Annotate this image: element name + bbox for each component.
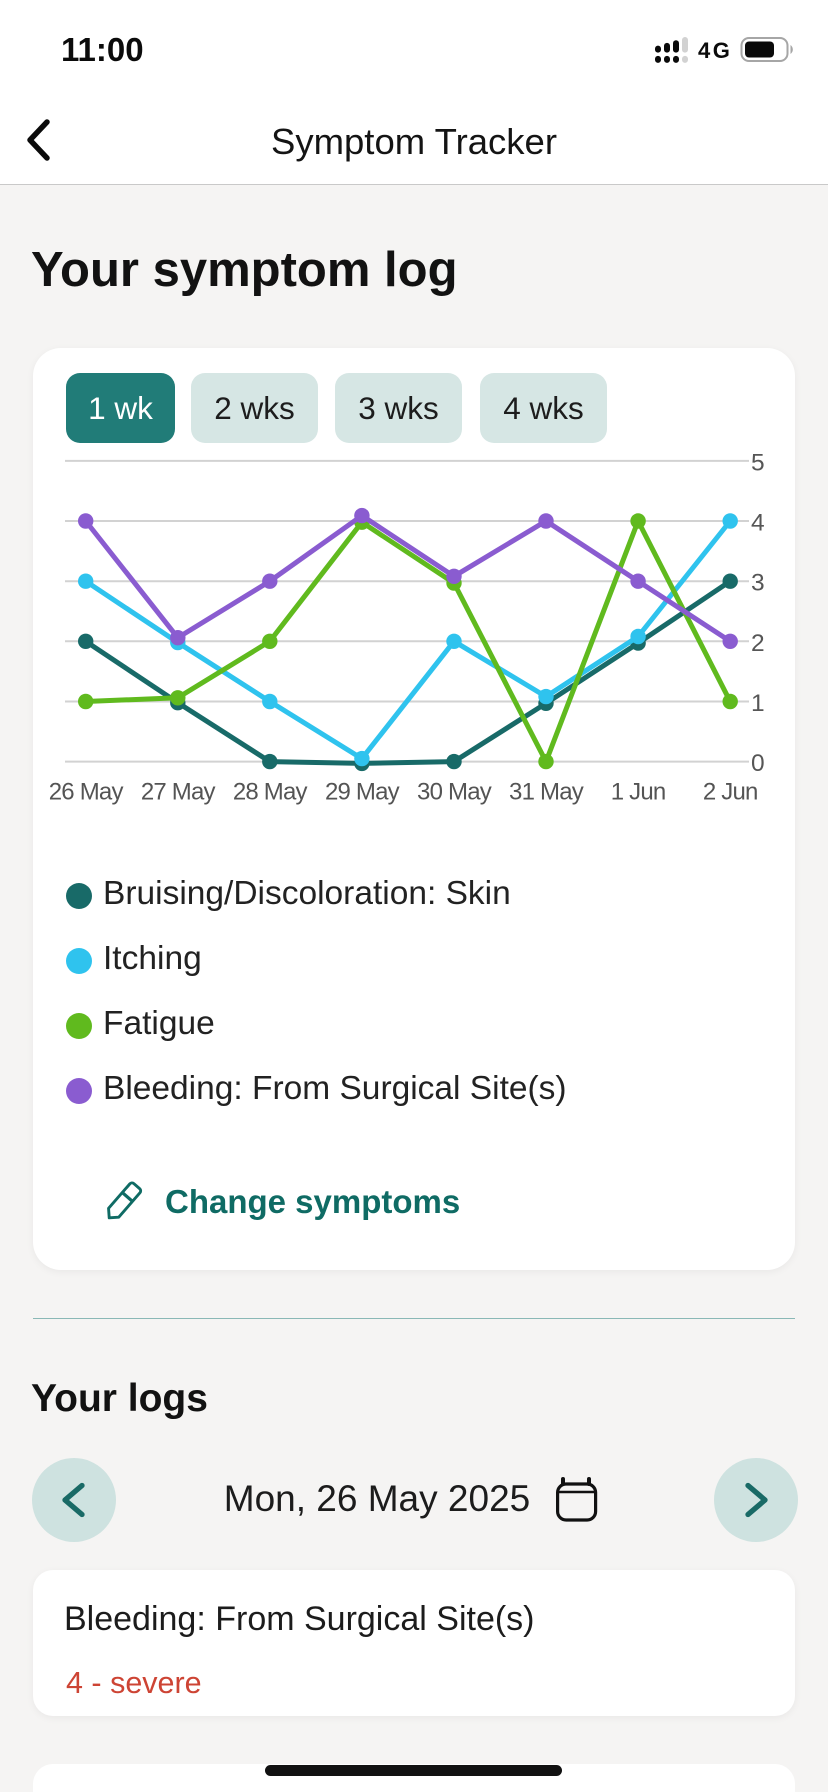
svg-text:29 May: 29 May — [325, 779, 400, 806]
svg-text:30 May: 30 May — [417, 779, 492, 806]
svg-text:0: 0 — [751, 750, 765, 777]
svg-text:2: 2 — [751, 630, 765, 657]
svg-text:26 May: 26 May — [49, 779, 124, 806]
svg-text:4: 4 — [751, 510, 765, 537]
svg-text:1 Jun: 1 Jun — [611, 779, 666, 806]
svg-text:27 May: 27 May — [141, 779, 216, 806]
svg-text:3: 3 — [751, 570, 765, 597]
svg-text:5: 5 — [751, 449, 765, 476]
svg-text:28 May: 28 May — [233, 779, 308, 806]
svg-text:1: 1 — [751, 690, 765, 717]
svg-text:2 Jun: 2 Jun — [703, 779, 758, 806]
svg-text:31 May: 31 May — [509, 779, 584, 806]
